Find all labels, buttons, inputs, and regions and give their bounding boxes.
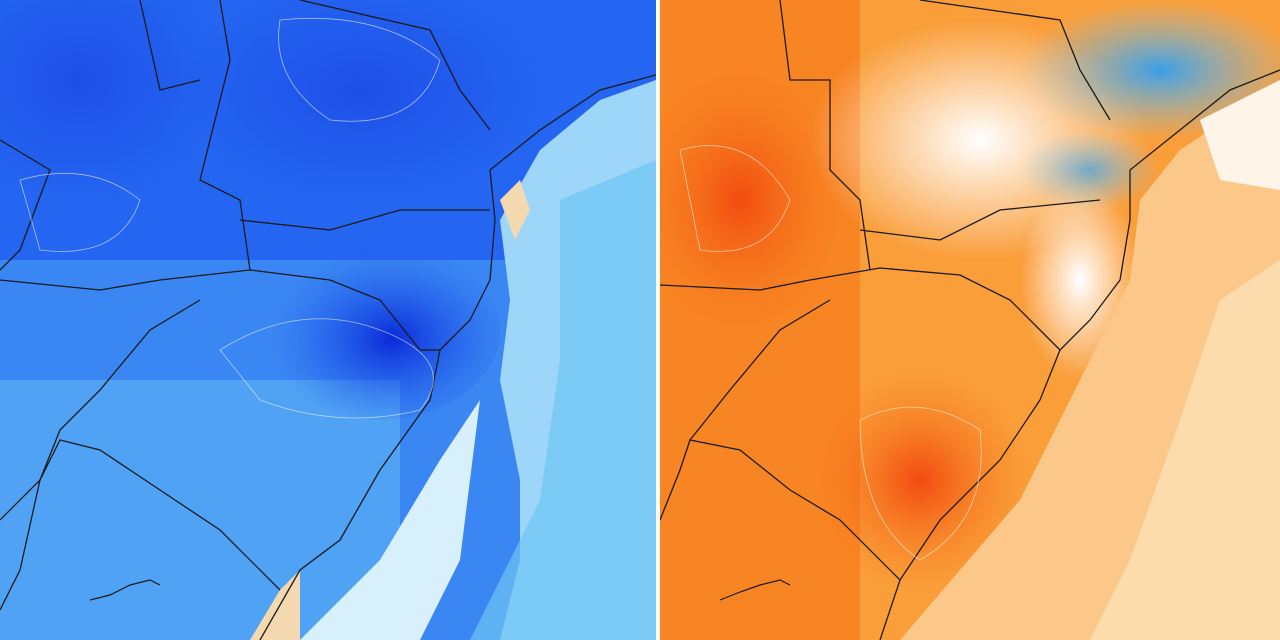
coastal-zone <box>300 400 480 640</box>
lagoon-outline <box>719 579 791 601</box>
lagoon-outline <box>89 579 161 601</box>
contour-lines <box>19 17 441 419</box>
warm-anomaly-map <box>660 0 1280 640</box>
cool-patch <box>1020 0 1280 140</box>
state-borders <box>660 0 1280 640</box>
panel-divider <box>656 0 660 640</box>
cold-anomaly-map <box>0 0 656 640</box>
contour-lines <box>679 145 982 561</box>
warm-core <box>810 370 1030 590</box>
warm-anomaly-map-panel <box>660 0 1280 640</box>
state-borders <box>0 0 656 640</box>
cold-anomaly-map-panel <box>0 0 656 640</box>
